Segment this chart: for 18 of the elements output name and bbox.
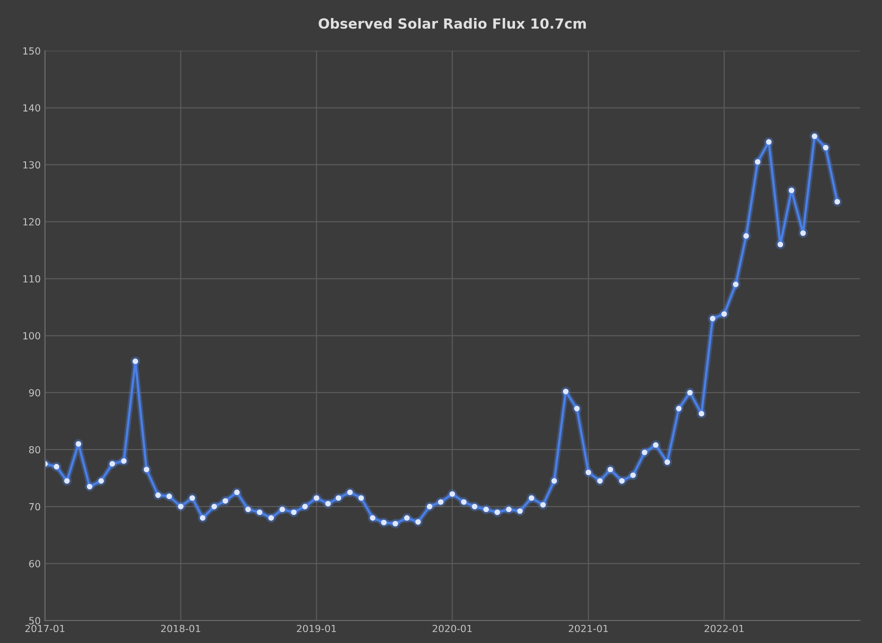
y-tick-label: 80: [29, 446, 40, 454]
y-tick-label: 140: [23, 104, 40, 112]
y-tick-label: 90: [29, 389, 40, 396]
y-tick-label: 100: [23, 332, 40, 340]
x-tick-label: 2020-01: [432, 624, 472, 632]
y-tick-label: 70: [29, 503, 40, 510]
y-tick-label: 120: [23, 218, 40, 226]
y-tick-label: 130: [23, 161, 40, 169]
y-tick-label: 50: [29, 616, 40, 624]
y-tick-label: 60: [29, 560, 40, 568]
x-tick-label: 2017-01: [25, 624, 64, 632]
x-tick-label: 2022-01: [704, 624, 744, 632]
y-tick-label: 110: [23, 275, 40, 283]
y-tick-label: 150: [23, 47, 40, 55]
x-tick-label: 2018-01: [161, 624, 200, 632]
chart-title: Observed Solar Radio Flux 10.7cm: [318, 18, 586, 29]
x-tick-label: 2019-01: [296, 624, 336, 632]
x-tick-label: 2021-01: [568, 624, 608, 632]
